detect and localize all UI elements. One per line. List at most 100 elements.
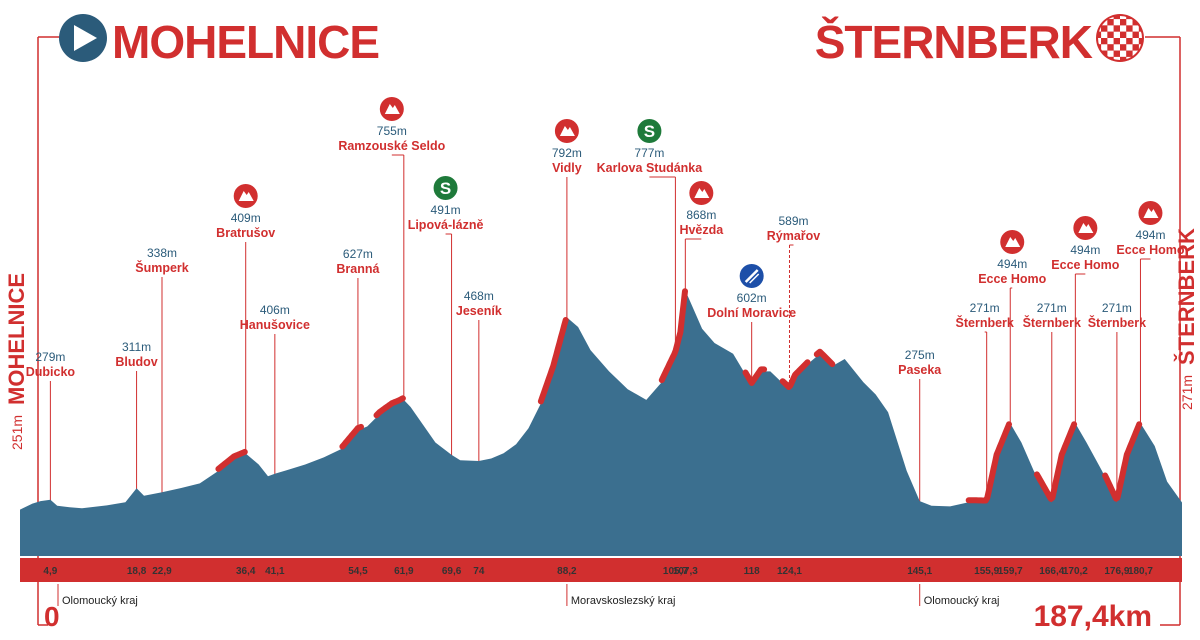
marker-elev-7: 491m bbox=[431, 203, 461, 217]
km-tick-4: 41,1 bbox=[265, 566, 285, 577]
km-strip bbox=[20, 558, 1182, 582]
marker-name-13: Rýmařov bbox=[767, 229, 821, 243]
km-tick-17: 166,4 bbox=[1039, 566, 1064, 577]
km-tick-20: 180,7 bbox=[1128, 566, 1153, 577]
finish-flag-icon bbox=[1096, 14, 1144, 62]
marker-elev-6: 755m bbox=[377, 124, 407, 138]
marker-elev-10: 777m bbox=[634, 146, 664, 160]
marker-name-8: Jeseník bbox=[456, 304, 502, 318]
mountain-climb-icon bbox=[554, 119, 579, 143]
start-play-triangle bbox=[74, 25, 97, 51]
marker-name-1: Bludov bbox=[115, 355, 157, 369]
km-tick-9: 88,2 bbox=[557, 566, 577, 577]
km-tick-13: 124,1 bbox=[777, 566, 802, 577]
marker-name-5: Branná bbox=[336, 262, 379, 276]
km-tick-18: 170,2 bbox=[1063, 566, 1088, 577]
marker-elev-18: 494m bbox=[1070, 243, 1100, 257]
marker-elev-13: 589m bbox=[778, 214, 808, 228]
finish-side-label: ŠTERNBERK bbox=[1174, 228, 1199, 365]
start-km: 0 bbox=[44, 601, 60, 632]
start-side-elev: 251m bbox=[9, 415, 25, 450]
svg-text:S: S bbox=[440, 179, 451, 198]
marker-elev-4: 406m bbox=[260, 303, 290, 317]
marker-name-15: Šternberk bbox=[956, 315, 1014, 330]
km-tick-1: 18,8 bbox=[127, 566, 147, 577]
km-tick-6: 61,9 bbox=[394, 566, 414, 577]
km-tick-10: 105,7 bbox=[663, 566, 688, 577]
marker-name-2: Šumperk bbox=[135, 260, 189, 275]
marker-name-3: Bratrušov bbox=[216, 226, 275, 240]
climb-highlight-5 bbox=[742, 366, 768, 386]
elevation-area bbox=[20, 290, 1182, 556]
climb-highlight-7 bbox=[813, 348, 836, 368]
marker-name-11: Hvězda bbox=[679, 223, 724, 237]
km-tick-19: 176,9 bbox=[1104, 566, 1129, 577]
km-tick-2: 22,9 bbox=[152, 566, 172, 577]
marker-name-14: Paseka bbox=[898, 363, 942, 377]
elevation-profile bbox=[20, 290, 1182, 556]
km-tick-12: 118 bbox=[744, 566, 761, 577]
sprint-s-icon: S bbox=[637, 119, 662, 143]
marker-name-9: Vidly bbox=[552, 161, 582, 175]
marker-name-16: Ecce Homo bbox=[978, 272, 1046, 286]
climb-highlight-2 bbox=[373, 395, 406, 419]
climb-highlight-8 bbox=[965, 421, 1012, 504]
marker-name-12: Dolní Moravice bbox=[707, 306, 796, 320]
climb-highlight-10 bbox=[1102, 421, 1143, 502]
climb-highlights bbox=[215, 288, 1143, 504]
km-tick-5: 54,5 bbox=[348, 566, 368, 577]
marker-elev-0: 279m bbox=[35, 350, 65, 364]
start-side-label: MOHELNICE bbox=[4, 273, 29, 405]
region-label-1: Moravskoslezský kraj bbox=[571, 595, 676, 607]
marker-name-6: Ramzouské Seldo bbox=[338, 139, 445, 153]
marker-name-4: Hanušovice bbox=[240, 318, 310, 332]
marker-name-18: Ecce Homo bbox=[1051, 258, 1119, 272]
marker-elev-19: 271m bbox=[1102, 301, 1132, 315]
marker-elev-8: 468m bbox=[464, 289, 494, 303]
region-label-0: Olomoucký kraj bbox=[62, 595, 138, 607]
marker-name-10: Karlova Studánka bbox=[597, 161, 704, 175]
frame bbox=[37, 36, 1181, 626]
km-tick-7: 69,6 bbox=[442, 566, 462, 577]
climb-highlight-3 bbox=[537, 317, 569, 405]
sprint-s-icon: S bbox=[433, 176, 458, 200]
svg-text:S: S bbox=[644, 122, 655, 141]
finish-title: ŠTERNBERK bbox=[815, 16, 1093, 68]
marker-name-0: Dubicko bbox=[26, 365, 76, 379]
mountain-climb-icon bbox=[379, 97, 404, 121]
finish-header: ŠTERNBERK bbox=[815, 14, 1144, 68]
marker-elev-20: 494m bbox=[1135, 228, 1165, 242]
km-tick-11: 107,3 bbox=[673, 566, 698, 577]
mountain-climb-icon bbox=[689, 181, 714, 205]
km-ticks: 4,9 18,8 22,9 36,4 41,1 54,5 61,9 69,6 74 88,2 105… bbox=[43, 566, 1153, 577]
climb-highlight-0 bbox=[215, 448, 248, 472]
start-side-label-group: 251m MOHELNICE bbox=[4, 273, 29, 450]
km-tick-3: 36,4 bbox=[236, 566, 256, 577]
marker-elev-2: 338m bbox=[147, 246, 177, 260]
km-tick-16: 159,7 bbox=[998, 566, 1023, 577]
climb-highlight-1 bbox=[339, 423, 364, 450]
feed-zone-icon bbox=[739, 264, 764, 288]
marker-elev-11: 868m bbox=[686, 208, 716, 222]
mountain-climb-icon bbox=[1138, 201, 1163, 225]
marker-name-17: Šternberk bbox=[1023, 315, 1081, 330]
marker-elev-9: 792m bbox=[552, 146, 582, 160]
start-title: MOHELNICE bbox=[112, 16, 379, 68]
marker-elev-16: 494m bbox=[997, 257, 1027, 271]
marker-elev-14: 275m bbox=[905, 348, 935, 362]
climb-highlight-4 bbox=[658, 288, 688, 384]
km-tick-15: 155,9 bbox=[974, 566, 999, 577]
km-tick-14: 145,1 bbox=[907, 566, 932, 577]
marker-name-20: Ecce Homo bbox=[1116, 243, 1184, 257]
marker-elev-1: 311m bbox=[122, 340, 151, 354]
marker-elev-15: 271m bbox=[970, 301, 1000, 315]
finish-side-elev: 271m bbox=[1179, 375, 1195, 410]
region-labels: Olomoucký kraj Moravskoslezský kraj Olomou… bbox=[57, 584, 1000, 607]
km-tick-0: 4,9 bbox=[43, 566, 57, 577]
mountain-climb-icon bbox=[1073, 216, 1098, 240]
climb-highlight-6 bbox=[779, 359, 811, 390]
marker-elev-3: 409m bbox=[231, 211, 261, 225]
marker-elev-5: 627m bbox=[343, 247, 373, 261]
